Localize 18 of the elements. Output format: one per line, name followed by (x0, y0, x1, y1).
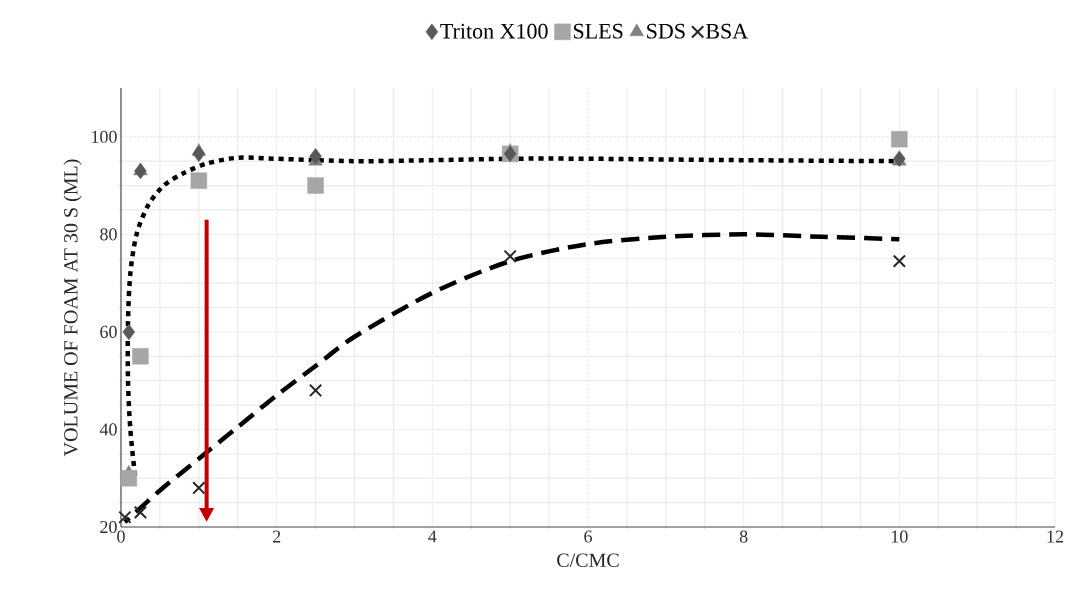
x-tick-label: 12 (1047, 530, 1064, 543)
y-tick-label: 80 (100, 228, 117, 241)
y-axis-title: VOLUME OF FOAM AT 30 S (ML) (63, 159, 82, 457)
y-tick-label: 20 (100, 520, 117, 534)
x-tick-label: 0 (117, 530, 125, 543)
y-tick-label: 60 (100, 325, 117, 338)
y-tick-label: 40 (99, 423, 117, 436)
x-axis-title: C/CMC (557, 553, 619, 567)
legend-label: BSA (705, 23, 748, 39)
y-tick-label: 100 (92, 130, 117, 143)
legend-label: Triton X100 (440, 23, 548, 39)
x-tick-label: 8 (739, 530, 748, 543)
legend-label: SDS (647, 23, 685, 39)
x-tick-label: 2 (272, 530, 281, 543)
legend-label: SLES (573, 23, 623, 39)
x-tick-label: 6 (584, 530, 592, 543)
x-tick-label: 10 (891, 530, 908, 543)
x-tick-label: 4 (428, 530, 437, 543)
